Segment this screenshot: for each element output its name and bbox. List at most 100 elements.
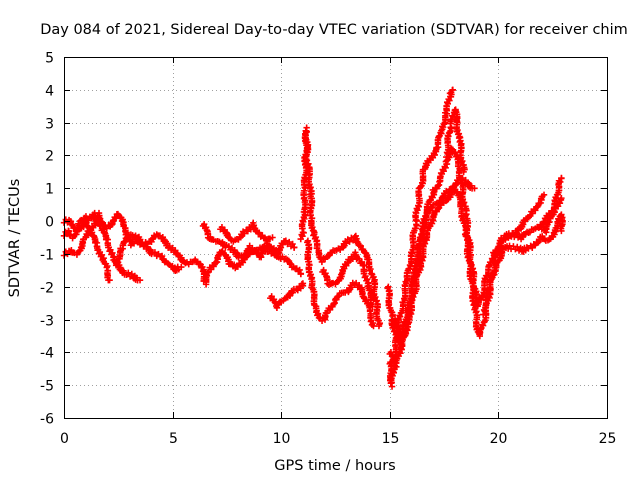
x-tick-label: 5 (169, 431, 178, 447)
plot-frame (64, 57, 608, 419)
data-point (109, 249, 116, 257)
y-axis-label: SDTVAR / TECUs (7, 179, 23, 298)
data-point (261, 244, 268, 252)
data-point (357, 242, 364, 250)
data-point (358, 258, 366, 266)
x-tick-label: 25 (599, 431, 617, 447)
data-point (546, 218, 553, 226)
data-point (99, 225, 107, 233)
data-point (471, 185, 478, 192)
x-tick-label: 20 (490, 431, 508, 447)
y-tick-labels: -6 -5 -4 -3 -2 -1 0 1 2 3 4 5 (40, 51, 54, 428)
series-trace-e (199, 220, 305, 278)
y-tick-label: -6 (40, 412, 54, 428)
data-point (367, 265, 374, 273)
data-point (460, 168, 467, 176)
data-point (120, 267, 127, 275)
data-point (286, 238, 293, 246)
data-point (75, 222, 83, 229)
data-point (66, 231, 74, 238)
data-point (289, 240, 296, 248)
data-point (94, 219, 101, 226)
data-point (457, 201, 464, 209)
data-point (88, 229, 96, 236)
y-tick-label: 0 (45, 215, 54, 231)
data-point (178, 263, 185, 271)
data-point (125, 269, 132, 277)
data-point (266, 246, 273, 254)
x-tick-labels: 0 5 10 15 20 25 (60, 431, 616, 447)
data-point (421, 217, 428, 224)
data-point (314, 310, 322, 317)
data-point (532, 207, 539, 214)
y-tick-label: -3 (40, 314, 54, 330)
data-point (417, 183, 424, 190)
data-point (421, 240, 429, 247)
chart-title: Day 084 of 2021, Sidereal Day-to-day VTE… (40, 22, 628, 38)
data-point (446, 97, 453, 104)
series-trace-f (217, 219, 276, 245)
series-trace-h (297, 124, 384, 330)
series-trace-o (443, 106, 468, 176)
series-trace-i (304, 237, 377, 330)
series-trace-q (538, 174, 565, 236)
data-point (410, 293, 417, 301)
data-point (376, 319, 384, 327)
data-point (370, 322, 377, 330)
data-point (514, 243, 521, 251)
x-tick-label: 15 (382, 431, 400, 447)
y-tick-label: -4 (40, 346, 54, 362)
series-trace-p (479, 211, 566, 318)
data-point (241, 230, 248, 237)
series-trace-g (267, 280, 307, 311)
data-point (440, 167, 447, 175)
y-tick-label: 2 (45, 149, 54, 165)
data-point (106, 276, 113, 284)
data-point (557, 178, 564, 186)
data-point (269, 234, 276, 241)
data-point (449, 86, 456, 94)
series-trace-a (60, 209, 298, 288)
data-point (299, 280, 307, 287)
y-tick-label: 3 (45, 117, 54, 133)
data-point (297, 270, 304, 277)
data-point (369, 303, 376, 310)
data-point (282, 237, 290, 244)
data-point (558, 227, 565, 235)
x-tick-label: 0 (60, 431, 69, 447)
grid (64, 57, 607, 418)
data-point (558, 175, 565, 182)
data-point (343, 262, 350, 269)
data-point (289, 289, 296, 296)
series-trace-j (319, 249, 376, 310)
data-point (210, 263, 217, 270)
data-point (287, 260, 295, 268)
data-point (136, 276, 144, 284)
data-point (479, 311, 487, 318)
data-point (343, 240, 350, 247)
y-tick-label: 1 (45, 182, 54, 198)
x-tick-label: 10 (273, 431, 291, 447)
data-marks (60, 86, 566, 390)
data-point (307, 211, 314, 219)
series-trace-d (112, 231, 185, 274)
data-point (489, 256, 497, 264)
data-point (375, 322, 383, 330)
data-point (438, 127, 445, 134)
y-tick-label: 4 (45, 84, 54, 100)
axis-ticks (64, 57, 608, 419)
data-point (540, 191, 548, 199)
y-tick-label: -2 (40, 281, 54, 297)
y-tick-label: 5 (45, 51, 54, 67)
x-axis-label: GPS time / hours (274, 458, 395, 474)
y-tick-label: -5 (40, 379, 54, 395)
y-tick-label: -1 (40, 248, 54, 264)
data-point (291, 244, 298, 251)
data-point (296, 266, 303, 274)
data-point (403, 280, 410, 287)
series-trace-n (386, 174, 478, 371)
data-point (491, 250, 498, 257)
data-point (484, 290, 491, 298)
data-point (443, 196, 451, 204)
